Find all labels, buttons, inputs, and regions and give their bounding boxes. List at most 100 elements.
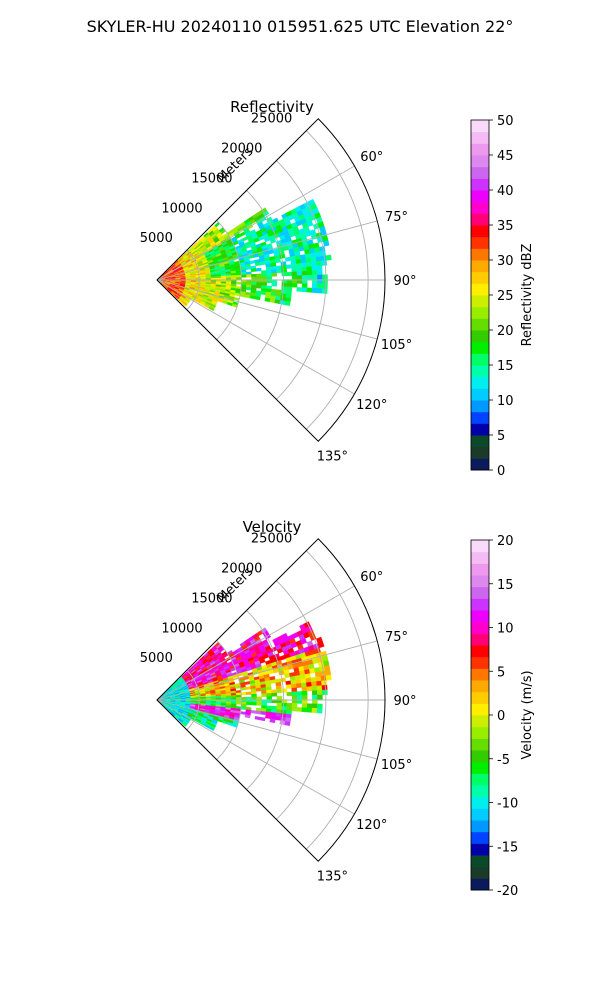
angle-tick-label: 120° [356, 818, 387, 833]
radar-cell [274, 258, 281, 264]
radar-cell [265, 714, 272, 719]
radar-cell [321, 288, 328, 294]
radar-cell [240, 691, 247, 696]
radar-cell [244, 294, 251, 299]
colorbar-swatch [471, 645, 489, 658]
radar-cell [322, 689, 328, 696]
angle-spoke [156, 165, 355, 281]
radar-cell [254, 296, 261, 301]
angle-spoke [156, 279, 378, 340]
colorbar-tick-label: 25 [497, 289, 514, 304]
colorbar-swatch [471, 213, 489, 226]
colorbar-swatch [471, 598, 489, 611]
radar-cell [279, 254, 286, 259]
radar-cell [271, 272, 278, 277]
colorbar-swatch [471, 411, 489, 424]
radar-cell [291, 283, 298, 288]
radar-cell [321, 260, 328, 266]
angle-tick-label: 60° [360, 150, 383, 165]
radar-cell [256, 276, 262, 280]
angle-spoke [156, 220, 378, 281]
colorbar-tick-label: 50 [497, 114, 514, 129]
radar-cell [301, 275, 308, 280]
sector-outline [156, 118, 386, 442]
colorbar-swatch [471, 773, 489, 786]
colorbar-swatch [471, 703, 489, 716]
radar-cell [250, 709, 257, 714]
radar-cell [306, 270, 313, 276]
radar-cell [181, 302, 187, 307]
radar-cell [245, 691, 252, 695]
radar-cell [231, 277, 237, 280]
colorbar-tick-label: 0 [497, 709, 505, 724]
radar-cell [261, 693, 267, 697]
radar-cell [255, 687, 262, 692]
radar-cell [236, 281, 242, 285]
radar-cell [301, 283, 308, 289]
colorbar-tick-label: 40 [497, 184, 514, 199]
colorbar-swatch [471, 178, 489, 191]
colorbar-swatch [471, 353, 489, 366]
radar-cell [311, 681, 318, 687]
radar-cell [284, 721, 291, 727]
radar-cell [286, 271, 293, 277]
radar-cell [275, 265, 282, 270]
radar-cells [159, 198, 332, 311]
radar-cell [256, 282, 262, 286]
colorbar-swatch [471, 318, 489, 331]
colorbar-swatch [471, 540, 489, 553]
range-tick-label: 15000 [191, 171, 232, 186]
radar-cell [230, 695, 237, 698]
radar-cell [266, 689, 272, 694]
colorbar-swatch [471, 785, 489, 798]
radar-cell [251, 276, 257, 280]
colorbar-swatch [471, 388, 489, 401]
radar-cell [256, 285, 262, 289]
radar-cell [245, 686, 252, 690]
radar-cell [281, 688, 288, 693]
radar-cell [262, 210, 270, 217]
radar-cell [301, 707, 308, 713]
radar-cell [311, 685, 318, 691]
radar-cell [306, 686, 313, 692]
colorbar-swatch [471, 143, 489, 156]
radar-cell [316, 689, 323, 696]
radar-cell [261, 282, 267, 286]
radar-cell [251, 696, 257, 700]
radar-cell [256, 702, 262, 706]
radar-cell [322, 283, 328, 290]
range-tick-label: 10000 [161, 201, 202, 216]
radar-cell [296, 683, 302, 688]
colorbar-swatch [471, 225, 489, 238]
velocity-title: Velocity [243, 518, 302, 536]
range-tick-label: 25000 [251, 112, 292, 127]
radar-cell [291, 267, 298, 273]
radar-cell [315, 256, 322, 262]
radar-cell [296, 287, 303, 292]
colorbar-tick-label: -5 [497, 753, 510, 768]
colorbar-swatch [471, 435, 489, 448]
radar-cell [276, 688, 282, 694]
colorbar-swatch [471, 691, 489, 704]
colorbar-swatch [471, 820, 489, 833]
radar-cell [320, 675, 327, 682]
radar-cell [251, 702, 257, 706]
colorbar-swatch [471, 190, 489, 203]
figure-title: SKYLER-HU 20240110 015951.625 UTC Elevat… [87, 17, 514, 36]
radar-cell [241, 696, 247, 700]
colorbar-tick-label: 5 [497, 665, 505, 680]
colorbar-tick-label: 20 [497, 324, 514, 339]
angle-tick-label: 75° [385, 630, 408, 645]
radar-cell [310, 256, 317, 263]
radar-cell [264, 297, 271, 303]
velocity-colorbar: -20 -15 -10 -5 0 5 10 15 20 Velocity (m/s) [470, 534, 535, 899]
radar-cell [296, 695, 303, 700]
radar-cell [281, 282, 288, 288]
radar-cell [249, 295, 256, 300]
radar-cell [261, 690, 267, 695]
radar-cell [316, 260, 323, 267]
radar-cell [317, 641, 325, 649]
radar-cell [296, 271, 303, 276]
radar-cell [317, 694, 323, 700]
